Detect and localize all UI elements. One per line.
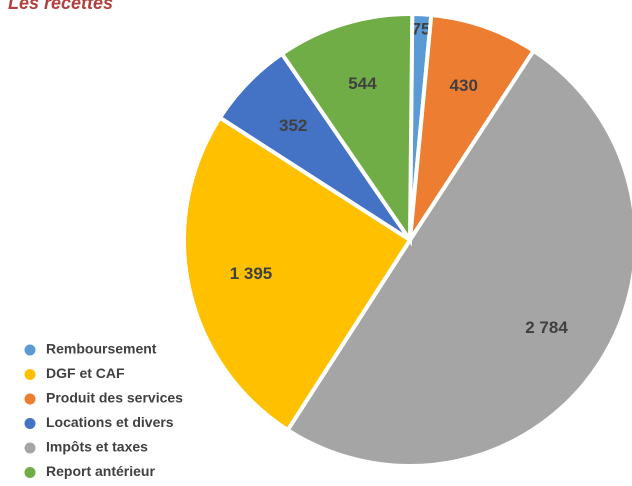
value-label: 1 395	[230, 264, 273, 283]
legend-marker	[24, 467, 36, 478]
legend-label: Impôts et taxes	[46, 439, 148, 455]
legend-label: Remboursement	[46, 341, 157, 357]
pie-slice	[284, 48, 632, 468]
value-label: 2 784	[525, 318, 568, 337]
pie-slice	[279, 12, 415, 247]
legend-marker	[24, 442, 36, 454]
legend-label: Locations et divers	[46, 414, 174, 430]
value-label: 430	[450, 76, 478, 95]
pie-slice	[182, 114, 413, 433]
legend-marker	[24, 344, 36, 356]
chart-title: Les recettes	[8, 0, 113, 13]
legend-label: Produit des services	[46, 390, 183, 406]
value-label: 544	[348, 74, 377, 93]
legend-marker	[24, 418, 36, 429]
pie-slice	[408, 12, 537, 242]
legend-marker	[24, 369, 36, 380]
value-label: 75	[412, 20, 431, 39]
legend-label: DGF et CAF	[46, 365, 125, 381]
legend-label: Report antérieur	[46, 463, 155, 479]
legend-marker	[24, 393, 36, 405]
value-label: 352	[279, 116, 307, 135]
